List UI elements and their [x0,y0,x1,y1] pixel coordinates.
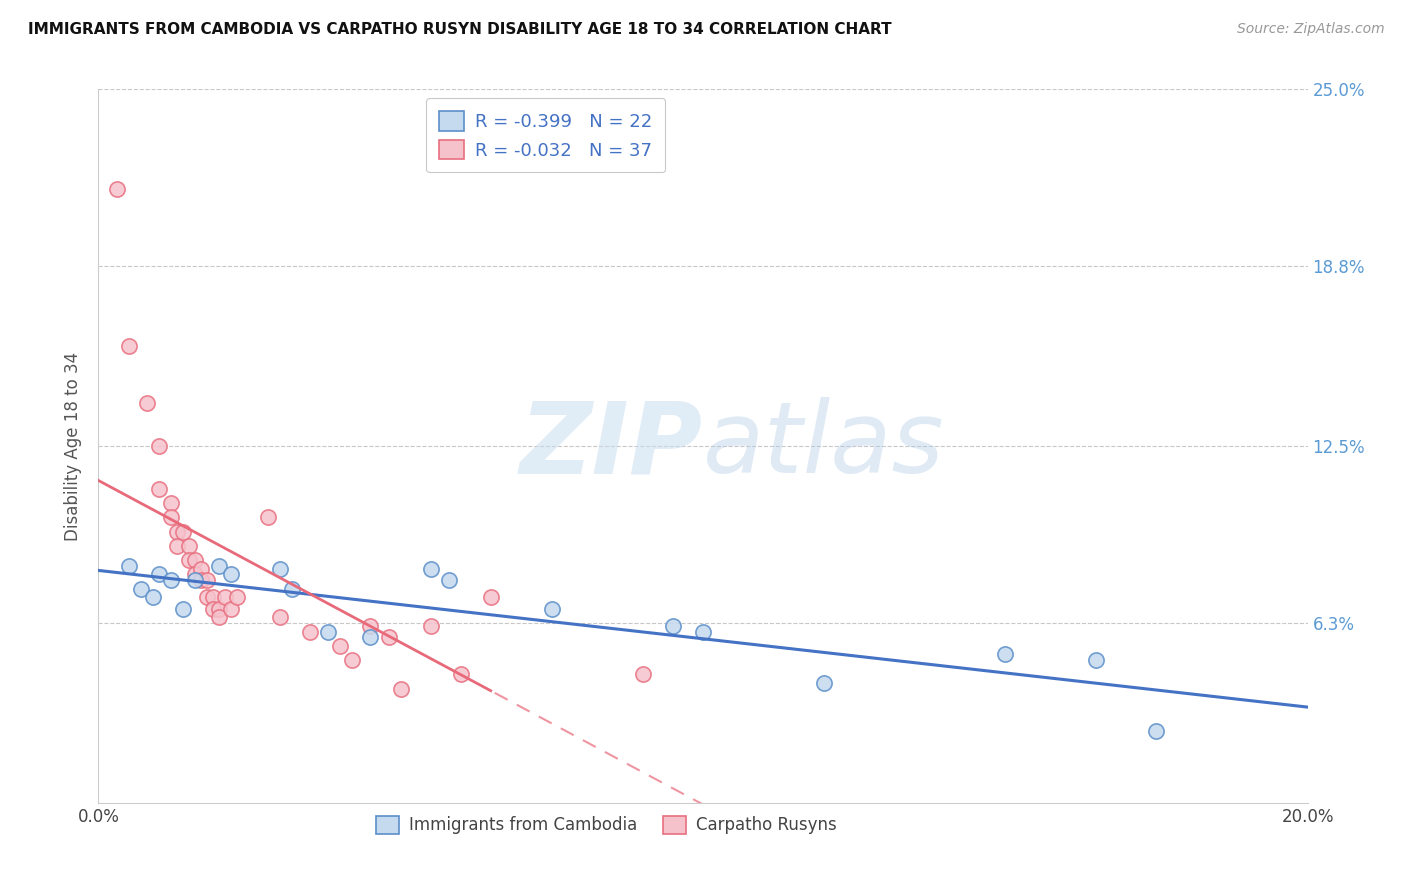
Point [437,573,460,587]
Y-axis label: Disability Age 18 to 34: Disability Age 18 to 34 [65,351,83,541]
Point [195,573,218,587]
Point [105,182,128,196]
Point [118,339,141,353]
Point [226,591,249,605]
Point [221,567,243,582]
Point [994,648,1017,662]
Point [166,539,188,553]
Point [813,676,835,690]
Point [172,524,194,539]
Text: IMMIGRANTS FROM CAMBODIA VS CARPATHO RUSYN DISABILITY AGE 18 TO 34 CORRELATION C: IMMIGRANTS FROM CAMBODIA VS CARPATHO RUS… [28,22,891,37]
Point [342,653,364,667]
Point [142,591,165,605]
Text: atlas: atlas [703,398,945,494]
Point [208,558,231,573]
Point [148,439,170,453]
Point [269,562,291,576]
Point [129,582,152,596]
Point [135,396,157,410]
Point [256,510,278,524]
Point [316,624,339,639]
Point [281,582,304,596]
Point [214,591,236,605]
Point [329,639,352,653]
Point [360,630,382,644]
Point [1144,724,1167,739]
Point [269,610,291,624]
Point [184,573,207,587]
Point [661,619,683,633]
Text: ZIP: ZIP [520,398,703,494]
Point [179,539,201,553]
Point [118,558,141,573]
Point [540,601,562,615]
Point [631,667,654,681]
Point [208,610,231,624]
Point [195,591,218,605]
Point [184,567,207,582]
Point [148,567,170,582]
Point [202,591,225,605]
Point [179,553,201,567]
Point [184,553,207,567]
Point [190,573,212,587]
Point [360,619,382,633]
Point [481,591,503,605]
Point [148,482,170,496]
Point [377,630,399,644]
Text: Source: ZipAtlas.com: Source: ZipAtlas.com [1237,22,1385,37]
Point [160,573,183,587]
Point [172,601,194,615]
Point [208,601,231,615]
Point [299,624,322,639]
Point [221,601,243,615]
Point [1085,653,1108,667]
Point [692,624,714,639]
Point [160,510,183,524]
Point [202,601,225,615]
Point [450,667,472,681]
Point [190,562,212,576]
Point [389,681,412,696]
Legend: Immigrants from Cambodia, Carpatho Rusyns: Immigrants from Cambodia, Carpatho Rusyn… [366,805,846,845]
Point [420,562,443,576]
Point [420,619,443,633]
Point [166,524,188,539]
Point [160,496,183,510]
